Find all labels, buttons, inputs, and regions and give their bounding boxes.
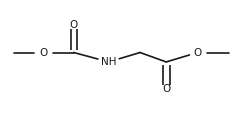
Text: O: O <box>194 48 202 57</box>
Text: NH: NH <box>101 57 116 67</box>
Text: O: O <box>70 20 78 30</box>
Text: O: O <box>40 48 48 57</box>
Text: O: O <box>162 84 170 94</box>
